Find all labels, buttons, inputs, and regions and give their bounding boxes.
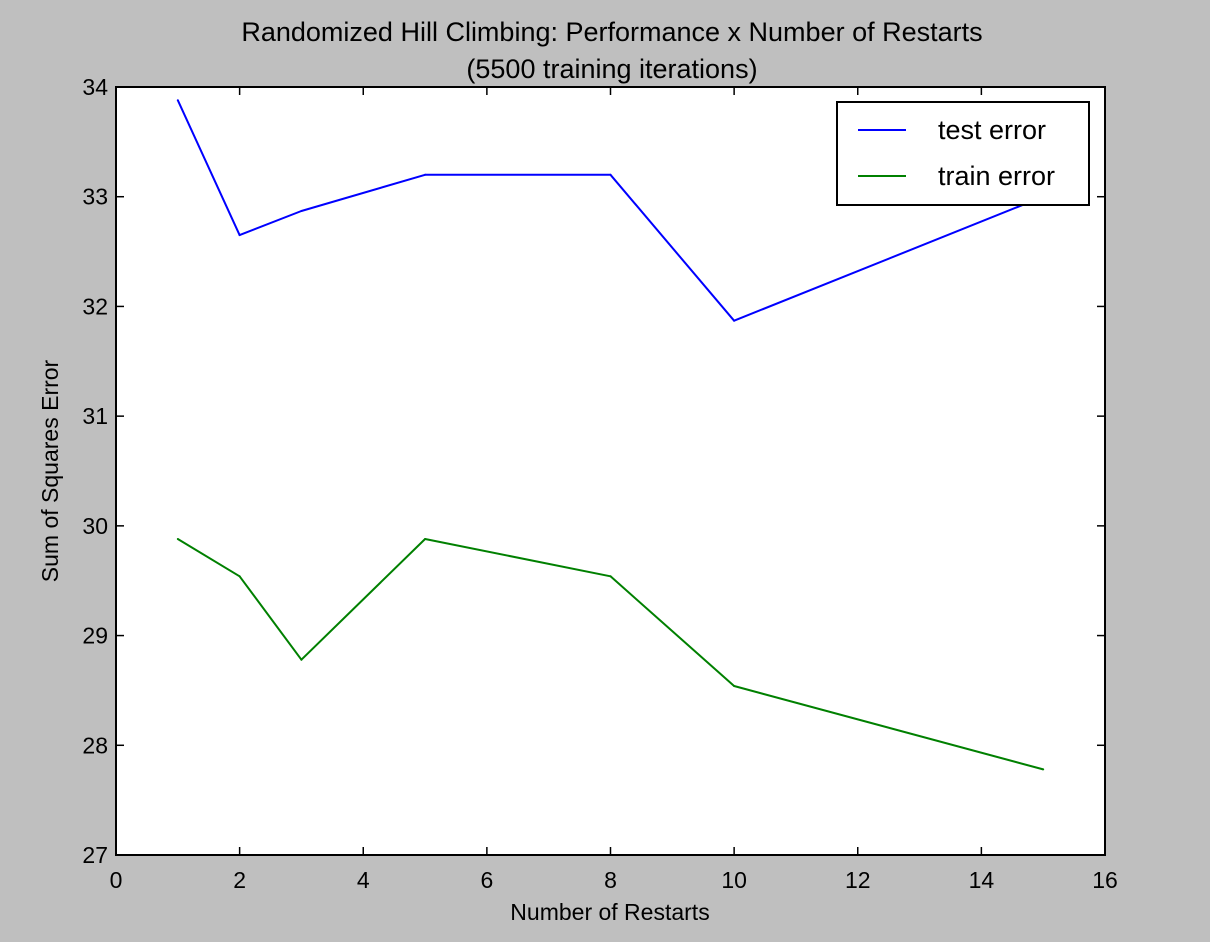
ticks-layer: 0 2 4 6 8 10 12 14 16 27 28 29 30 31 32 33 34 [82,74,1117,893]
legend-box [836,101,1090,206]
series-0-point-3 [424,173,427,176]
series-0-point-0 [176,99,179,102]
series-1-point-5 [733,685,736,687]
y-tick-label-5: 32 [82,293,108,319]
x-tick-label-7: 14 [969,867,995,893]
series-0-point-1 [238,234,241,237]
y-axis-label: Sum of Squares Error [37,359,63,582]
series-1-point-2 [300,658,303,661]
x-tick-label-8: 16 [1092,867,1118,893]
x-tick-label-0: 0 [110,867,123,893]
x-tick-label-3: 6 [480,867,493,893]
legend-label-0: test error [938,115,1046,145]
series-0-point-2 [300,210,303,212]
x-tick-label-1: 2 [233,867,246,893]
y-tick-label-7: 34 [82,74,108,100]
y-tick-label-6: 33 [82,184,108,210]
legend: test error train error [836,101,1090,206]
series-1-point-1 [238,575,241,578]
y-tick-label-1: 28 [82,732,108,758]
x-axis-label: Number of Restarts [510,899,709,925]
y-tick-label-0: 27 [82,842,108,868]
series-0-point-5 [733,319,736,322]
x-tick-label-2: 4 [357,867,370,893]
series-1-point-6 [1042,768,1045,771]
series-layer [176,99,1045,771]
x-tick-label-5: 10 [721,867,747,893]
y-tick-label-2: 29 [82,623,108,649]
plot-area [116,87,1105,855]
plot-frame [115,86,1106,856]
y-tick-label-4: 31 [82,403,108,429]
series-1-point-4 [609,575,612,578]
series-1-point-3 [424,538,427,540]
x-tick-label-6: 12 [845,867,871,893]
chart-title: Randomized Hill Climbing: Performance x … [241,17,982,47]
y-tick-label-3: 30 [82,513,108,539]
series-1-point-0 [176,538,179,540]
series-0-point-4 [609,173,612,176]
legend-label-1: train error [938,161,1055,191]
chart-subtitle: (5500 training iterations) [466,54,757,84]
x-tick-label-4: 8 [604,867,617,893]
